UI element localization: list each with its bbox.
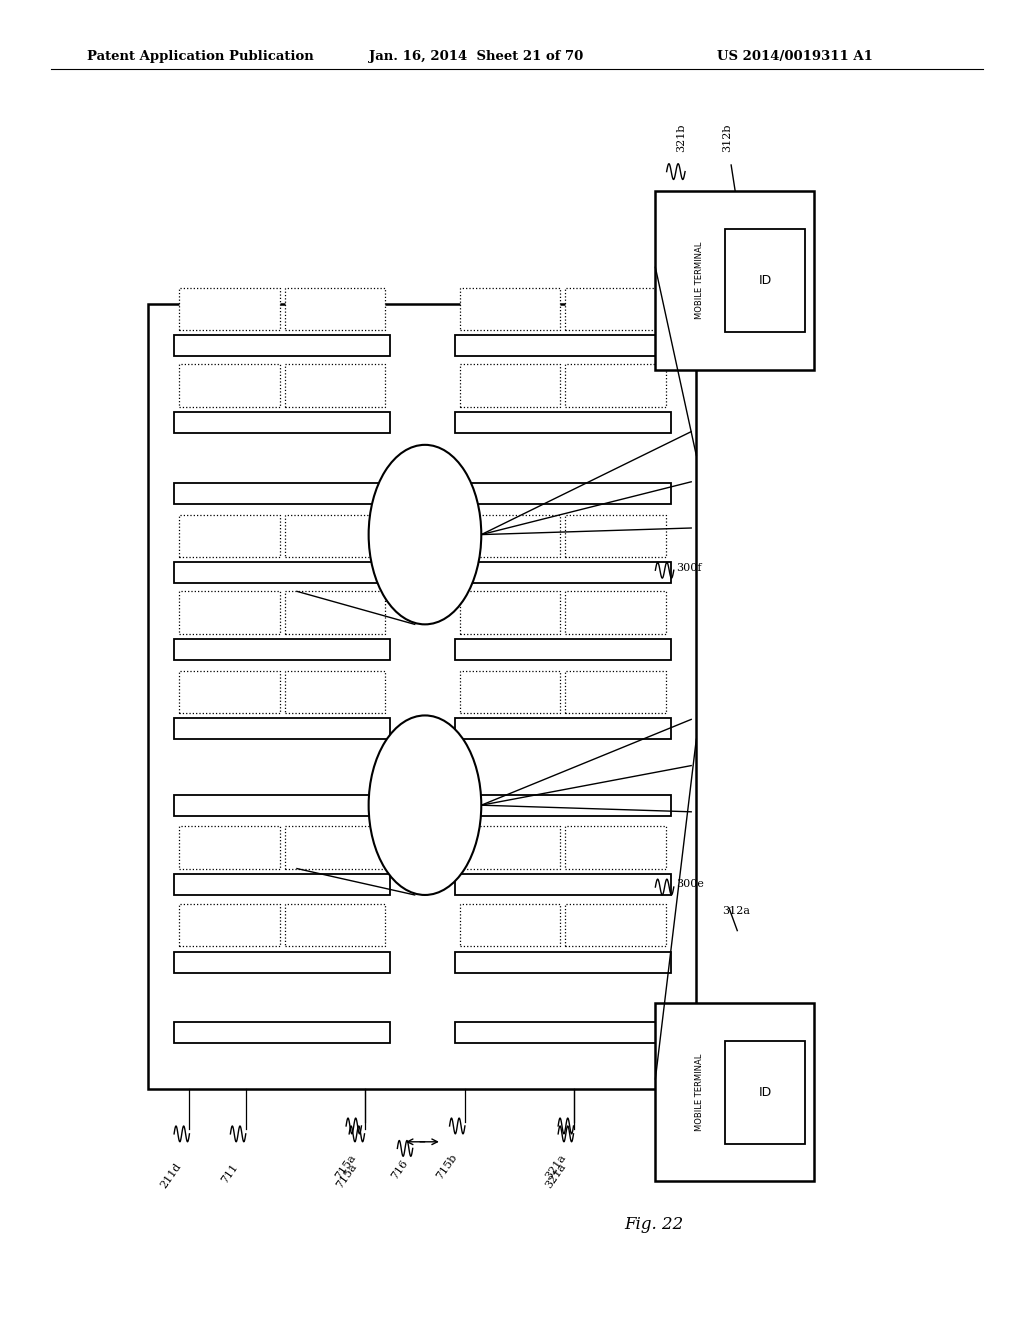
Bar (565, 364, 666, 407)
Text: Fig. 22: Fig. 22 (625, 1217, 684, 1233)
Bar (455, 1022, 671, 1043)
Text: MOBILE TERMINAL: MOBILE TERMINAL (695, 1053, 705, 1131)
Bar (455, 483, 671, 504)
Bar (285, 288, 385, 330)
Bar (565, 826, 666, 869)
Text: 312b: 312b (722, 123, 732, 152)
Bar (179, 591, 280, 634)
Bar (148, 304, 696, 1089)
Bar (179, 364, 280, 407)
Ellipse shape (369, 715, 481, 895)
Text: 300e: 300e (676, 879, 703, 890)
Bar (460, 671, 560, 713)
Bar (565, 671, 666, 713)
Bar (460, 288, 560, 330)
Bar (285, 826, 385, 869)
Bar (174, 1022, 390, 1043)
Bar (655, 1003, 814, 1181)
Bar (174, 639, 390, 660)
Bar (455, 718, 671, 739)
Bar (460, 826, 560, 869)
Bar (285, 671, 385, 713)
Bar (174, 795, 390, 816)
Text: 715a: 715a (333, 1152, 357, 1181)
Text: 715a: 715a (334, 1162, 358, 1191)
Bar (174, 335, 390, 356)
Bar (179, 671, 280, 713)
Bar (179, 288, 280, 330)
Bar (725, 1040, 805, 1144)
Bar (179, 826, 280, 869)
Text: 716: 716 (389, 1158, 410, 1181)
Text: 715b: 715b (434, 1152, 459, 1181)
Text: Patent Application Publication: Patent Application Publication (87, 50, 313, 63)
Bar (179, 904, 280, 946)
Bar (285, 515, 385, 557)
Bar (174, 874, 390, 895)
Bar (455, 874, 671, 895)
Bar (455, 335, 671, 356)
Bar (455, 639, 671, 660)
Bar (565, 515, 666, 557)
Bar (460, 364, 560, 407)
Text: US 2014/0019311 A1: US 2014/0019311 A1 (717, 50, 872, 63)
Ellipse shape (369, 445, 481, 624)
Bar (285, 904, 385, 946)
Text: MOBILE TERMINAL: MOBILE TERMINAL (695, 242, 705, 319)
Bar (460, 591, 560, 634)
Bar (725, 228, 805, 333)
Bar (285, 364, 385, 407)
Text: ID: ID (758, 275, 771, 286)
Bar (174, 952, 390, 973)
Bar (174, 562, 390, 583)
Text: Jan. 16, 2014  Sheet 21 of 70: Jan. 16, 2014 Sheet 21 of 70 (369, 50, 583, 63)
Bar (285, 591, 385, 634)
Bar (565, 591, 666, 634)
Bar (174, 718, 390, 739)
Bar (655, 191, 814, 370)
Bar (455, 952, 671, 973)
Bar (565, 288, 666, 330)
Bar (460, 904, 560, 946)
Bar (174, 412, 390, 433)
Bar (455, 795, 671, 816)
Text: 211d: 211d (159, 1162, 183, 1191)
Text: 711: 711 (219, 1162, 240, 1185)
Text: 321a: 321a (543, 1152, 567, 1181)
Bar (460, 515, 560, 557)
Bar (179, 515, 280, 557)
Text: 321a: 321a (543, 1162, 567, 1191)
Bar (455, 412, 671, 433)
Bar (565, 904, 666, 946)
Text: 300f: 300f (676, 562, 701, 573)
Bar (455, 562, 671, 583)
Text: 321b: 321b (676, 123, 686, 152)
Bar (174, 483, 390, 504)
Text: ID: ID (758, 1086, 771, 1098)
Text: 312a: 312a (722, 906, 750, 916)
